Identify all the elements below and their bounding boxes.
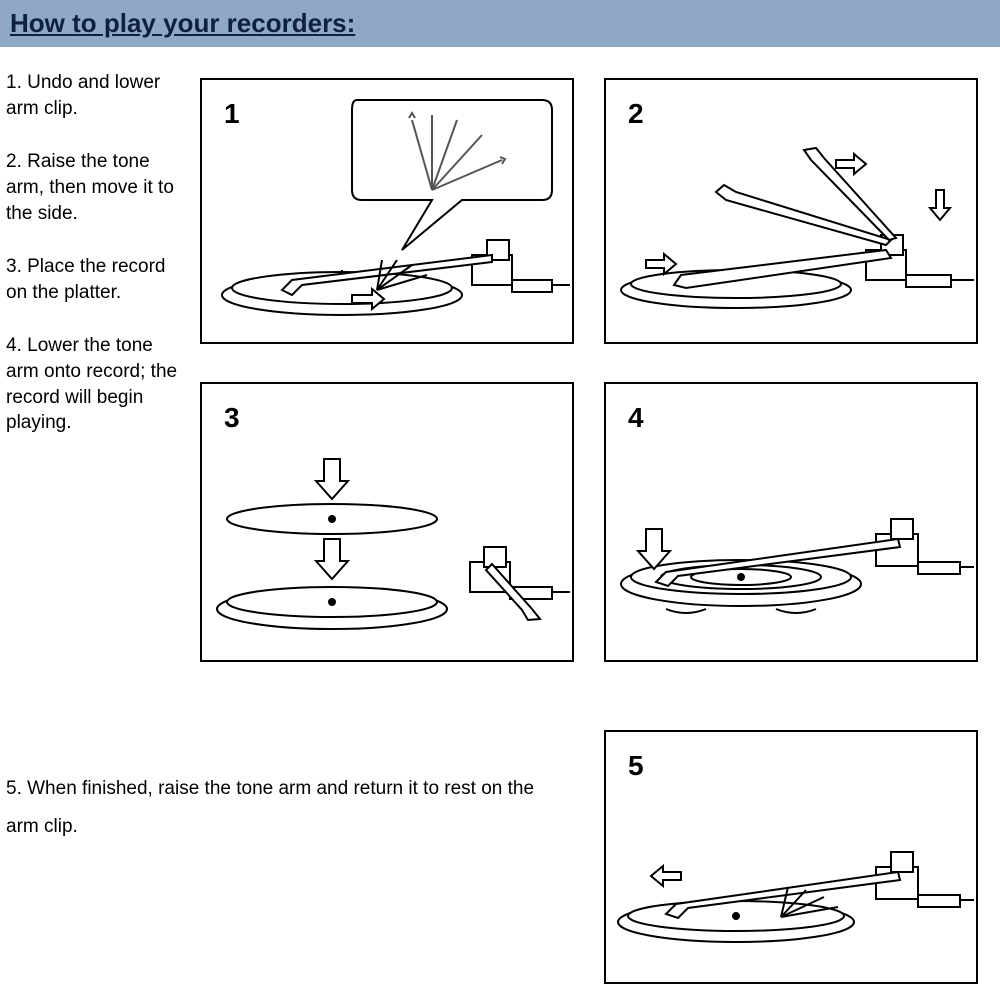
instructions-column: 1. Undo and lower arm clip. 2. Raise the… bbox=[6, 70, 186, 464]
panel-4: 4 bbox=[604, 382, 978, 662]
step-4-text: 4. Lower the tone arm onto record; the r… bbox=[6, 333, 186, 436]
panel-1-number: 1 bbox=[224, 98, 240, 130]
panel-4-diagram bbox=[606, 384, 976, 660]
step-5-text: 5. When finished, raise the tone arm and… bbox=[6, 770, 566, 846]
panel-1-diagram bbox=[202, 80, 572, 342]
step-2-text: 2. Raise the tone arm, then move it to t… bbox=[6, 149, 186, 226]
page-title: How to play your recorders: bbox=[0, 0, 1000, 47]
panel-3-diagram bbox=[202, 384, 572, 660]
panel-4-number: 4 bbox=[628, 402, 644, 434]
panel-1: 1 bbox=[200, 78, 574, 344]
panel-5-number: 5 bbox=[628, 750, 644, 782]
panel-5-diagram bbox=[606, 732, 976, 982]
step-3-text: 3. Place the record on the platter. bbox=[6, 254, 186, 305]
panel-2-number: 2 bbox=[628, 98, 644, 130]
panel-2: 2 bbox=[604, 78, 978, 344]
panel-5: 5 bbox=[604, 730, 978, 984]
step-1-text: 1. Undo and lower arm clip. bbox=[6, 70, 186, 121]
panel-3-number: 3 bbox=[224, 402, 240, 434]
panel-2-diagram bbox=[606, 80, 976, 342]
panel-3: 3 bbox=[200, 382, 574, 662]
